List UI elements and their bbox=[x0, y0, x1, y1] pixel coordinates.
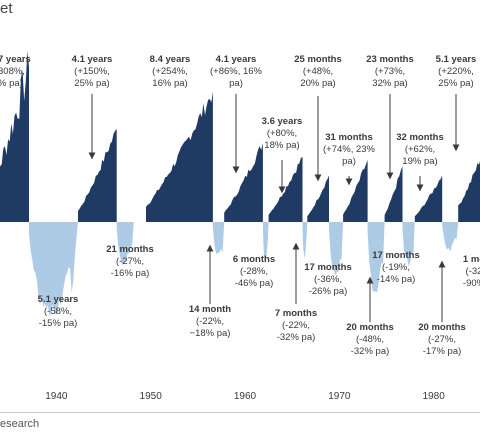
bear-market-area bbox=[442, 222, 459, 252]
bear-market-label: 14 month (-22%, −18% pa) bbox=[189, 304, 231, 339]
bear-market-label: 7 months (-22%, -32% pa) bbox=[275, 308, 317, 343]
bear-market-label: 21 months (-27%, -16% pa) bbox=[106, 244, 154, 279]
bull-bear-market-chart: 7 years 308%,% pa) 4.1 years (+150%, 25% pa)… bbox=[0, 51, 480, 402]
bear-market-area bbox=[29, 222, 78, 318]
bull-market-area bbox=[343, 160, 368, 222]
x-tick-label: 1980 bbox=[423, 391, 446, 402]
bear-market-label: 1 mo(-32-90% bbox=[463, 254, 480, 289]
annotation-arrows bbox=[88, 94, 460, 322]
bear-market-label: 20 months (-27%, -17% pa) bbox=[418, 322, 466, 357]
footer-divider bbox=[0, 412, 480, 413]
bear-market-label: 20 months (-48%, -32% pa) bbox=[346, 322, 394, 357]
bear-market-area bbox=[329, 222, 344, 276]
bear-market-area bbox=[402, 222, 415, 267]
bull-market-label: 25 months (+48%, 20% pa) bbox=[294, 54, 342, 89]
bull-market-area bbox=[224, 142, 263, 222]
bear-market-area bbox=[212, 222, 225, 255]
bear-market-area bbox=[367, 222, 385, 293]
bear-market-label: 6 months (-28%, -46% pa) bbox=[233, 254, 275, 289]
bull-market-area bbox=[307, 175, 329, 222]
bull-market-area bbox=[414, 175, 443, 222]
bull-market-label: 32 months (+62%, 19% pa) bbox=[396, 132, 444, 167]
bear-market-area bbox=[302, 222, 308, 259]
bull-market-area bbox=[458, 161, 480, 222]
annotation-labels: 7 years 308%,% pa) 4.1 years (+150%, 25% pa)… bbox=[0, 54, 480, 357]
x-tick-label: 1960 bbox=[234, 391, 257, 402]
bear-market-area bbox=[262, 222, 269, 263]
bull-market-label: 8.4 years (+254%, 16% pa) bbox=[150, 54, 191, 89]
source-note-fragment: esearch bbox=[0, 418, 40, 430]
x-tick-label: 1940 bbox=[45, 391, 68, 402]
bear-market-label: 5.1 years (-58%, -15% pa) bbox=[38, 294, 79, 329]
bull-market-label: 4.1 years (+150%, 25% pa) bbox=[72, 54, 113, 89]
bear-market-label: 17 months (-36%, -26% pa) bbox=[304, 262, 352, 297]
bull-market-area bbox=[0, 51, 29, 222]
bull-market-label: 31 months (+74%, 23% pa) bbox=[323, 132, 376, 167]
x-tick-label: 1950 bbox=[140, 391, 163, 402]
bull-market-area bbox=[384, 166, 403, 222]
x-tick-label: 1970 bbox=[328, 391, 351, 402]
bear-market-label: 17 months (-19%, -14% pa) bbox=[372, 250, 420, 285]
market-areas bbox=[0, 51, 480, 318]
bull-market-label: 7 years 308%,% pa) bbox=[0, 54, 31, 89]
bull-market-label: 23 months (+73%, 32% pa) bbox=[366, 54, 414, 89]
bull-market-label: 5.1 years (+220%, 25% pa) bbox=[436, 54, 477, 89]
bear-market-area bbox=[116, 222, 134, 266]
bull-market-area bbox=[146, 91, 213, 222]
bull-market-label: 3.6 years (+80%, 18% pa) bbox=[262, 116, 303, 151]
bull-market-label: 4.1 years (+86%, 16% pa) bbox=[210, 54, 263, 89]
x-axis: 1940 1950 1960 1970 1980 bbox=[45, 391, 445, 402]
bull-market-area bbox=[268, 156, 303, 222]
chart-title-fragment: et bbox=[0, 0, 13, 17]
bull-market-area bbox=[78, 129, 117, 222]
